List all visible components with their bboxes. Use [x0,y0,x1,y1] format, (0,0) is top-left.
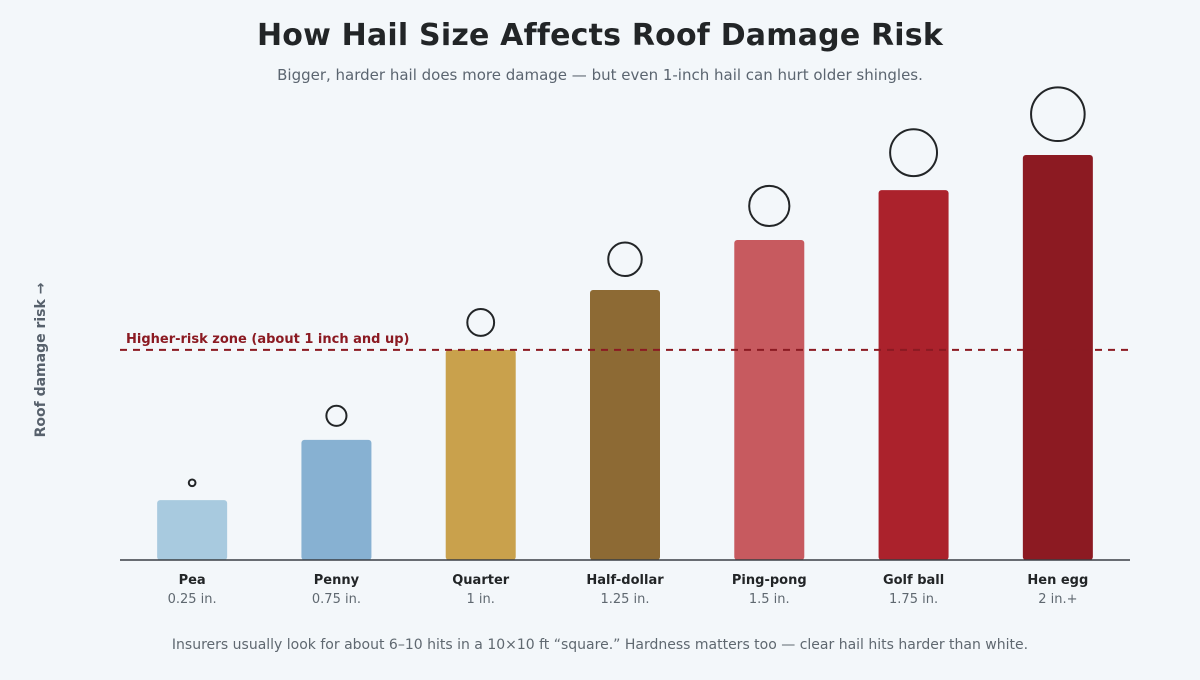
size-label: 1.5 in. [749,592,790,607]
category-label: Hen egg [1027,573,1088,588]
threshold-layer: Higher-risk zone (about 1 inch and up) [120,332,1130,351]
category-label: Golf ball [883,573,944,588]
hailstone-hen-egg-icon [1030,86,1086,142]
size-label: 1 in. [467,592,495,607]
threshold-label: Higher-risk zone (about 1 inch and up) [126,332,409,347]
bar-golf-ball [878,190,949,560]
hailstone-half-dollar-icon [607,241,643,277]
hailstone-golf-ball-icon [889,128,939,178]
bar-penny [301,439,372,560]
bar-hen-egg [1022,155,1093,560]
category-labels-layer: Pea 0.25 in. Penny 0.75 in. Quarter 1 in. Half… [168,573,1089,607]
category-label: Pea [179,573,206,588]
size-label: 1.25 in. [600,592,649,607]
category-label: Penny [314,573,360,588]
size-label: 0.75 in. [312,592,361,607]
chart-footnote: Insurers usually look for about 6–10 hit… [171,637,1029,653]
bar-half-dollar [590,290,660,560]
bars-layer [157,155,1093,561]
hailstone-pea-icon [187,478,197,488]
hailstone-quarter-icon [466,308,496,337]
y-axis-label: Roof damage risk → [33,282,49,437]
category-label: Half-dollar [586,573,664,588]
bar-ping-pong [734,240,805,561]
size-label: 1.75 in. [889,592,938,607]
hailstone-penny-icon [325,404,348,427]
chart-subtitle: Bigger, harder hail does more damage — b… [277,66,923,84]
size-label: 2 in.+ [1038,592,1077,607]
hailstone-ping-pong-icon [748,184,791,228]
bar-pea [157,500,228,560]
chart-title: How Hail Size Affects Roof Damage Risk [257,18,943,53]
bar-quarter [445,349,516,560]
size-label: 0.25 in. [168,592,217,607]
category-label: Ping-pong [732,573,807,588]
hail-stones-layer [187,86,1086,488]
category-label: Quarter [452,573,510,588]
